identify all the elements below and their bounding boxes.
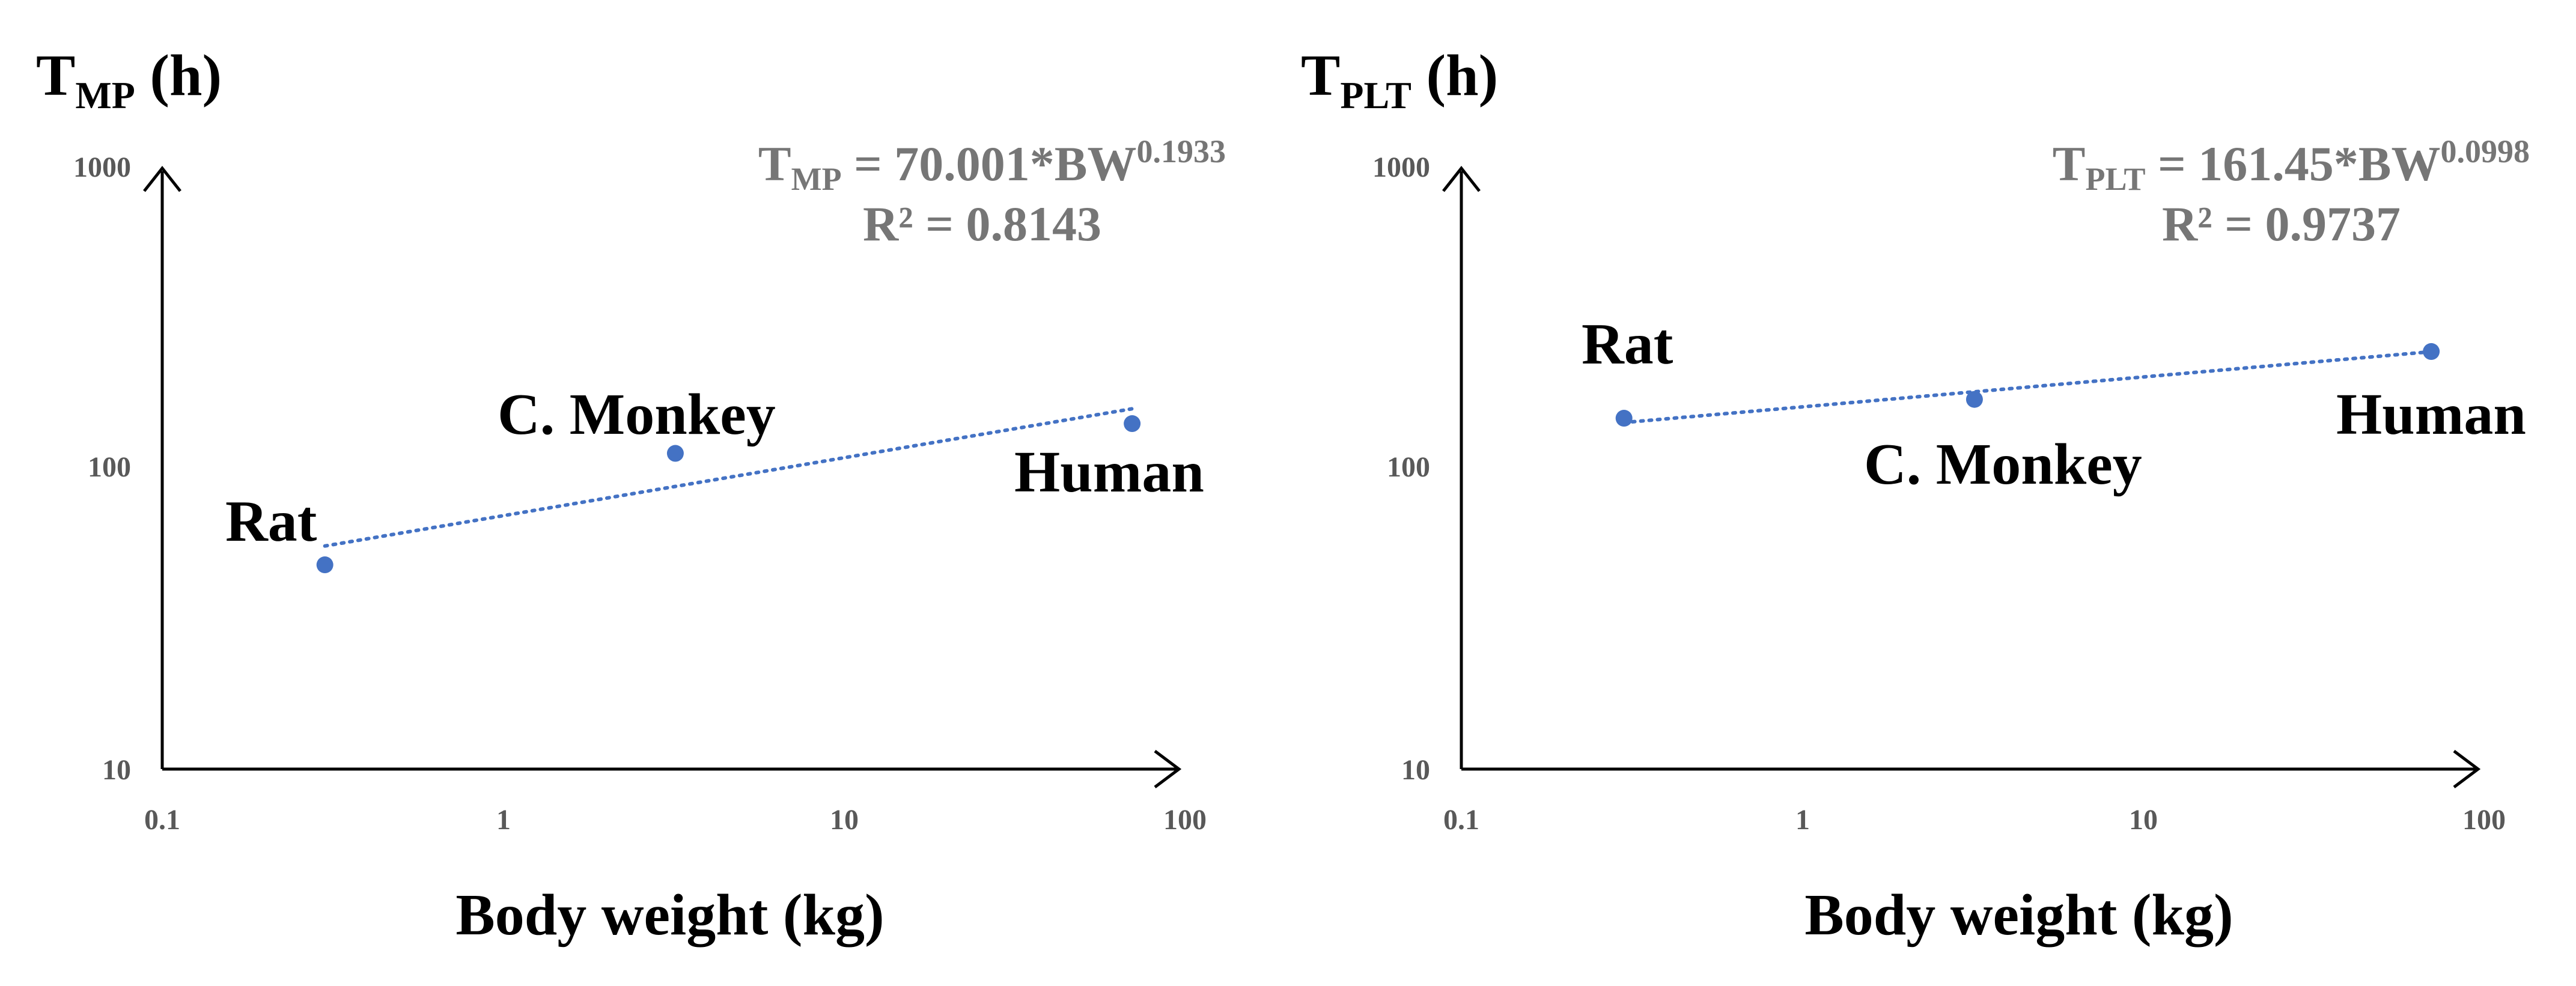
y-tick-label: 100	[88, 451, 131, 483]
y-axis-label: TPLT (h)	[1301, 43, 1498, 117]
chart-right: TPLT (h) 10 100 1000 0.1 1 10 100 Body w…	[1301, 43, 2530, 948]
trend-equation: TPLT = 161.45*BW0.0998	[2053, 133, 2530, 197]
point-label-c-monkey: C. Monkey	[1864, 432, 2142, 497]
data-point-c-monkey	[666, 445, 684, 462]
trendline	[1622, 350, 2434, 425]
data-point-human	[2423, 343, 2440, 361]
x-axis-arrowhead	[2453, 750, 2481, 788]
y-axis-arrowhead	[1442, 165, 1481, 192]
point-label-rat: Rat	[1582, 312, 1673, 377]
point-label-c-monkey: C. Monkey	[498, 382, 776, 447]
x-tick-label: 10	[2129, 804, 2158, 836]
x-tick-label: 1	[1795, 804, 1810, 836]
y-tick-label: 1000	[73, 151, 131, 183]
data-points	[1615, 343, 2440, 427]
x-axis-arrowhead	[1154, 750, 1182, 788]
y-tick-label: 1000	[1372, 151, 1430, 183]
data-point-rat	[316, 556, 333, 574]
data-point-rat	[1615, 410, 1633, 427]
x-tick-label: 10	[830, 804, 859, 836]
data-point-human	[1124, 415, 1141, 433]
x-tick-label: 1	[496, 804, 511, 836]
chart-left: TMP (h) 10 100 1000 0.1 1 10 100 Body we…	[36, 43, 1226, 948]
point-label-human: Human	[1014, 440, 1204, 505]
x-tick-label: 0.1	[144, 804, 180, 836]
point-label-rat: Rat	[225, 489, 317, 554]
r-squared: R² = 0.9737	[2162, 196, 2401, 251]
x-axis-label: Body weight (kg)	[1804, 883, 2233, 948]
x-axis-label: Body weight (kg)	[455, 883, 884, 948]
trendline	[323, 407, 1134, 548]
r-squared: R² = 0.8143	[863, 196, 1101, 251]
data-point-c-monkey	[1965, 391, 1983, 408]
y-axis-arrowhead	[143, 165, 181, 192]
x-tick-label: 0.1	[1443, 804, 1479, 836]
y-tick-label: 10	[102, 754, 131, 786]
data-points	[316, 415, 1141, 574]
y-tick-label: 10	[1401, 754, 1430, 786]
x-tick-label: 100	[2462, 804, 2506, 836]
trend-equation: TMP = 70.001*BW0.1933	[758, 133, 1226, 197]
x-tick-label: 100	[1163, 804, 1207, 836]
y-tick-label: 100	[1387, 451, 1430, 483]
point-label-human: Human	[2336, 382, 2526, 447]
y-axis-label: TMP (h)	[36, 43, 222, 117]
